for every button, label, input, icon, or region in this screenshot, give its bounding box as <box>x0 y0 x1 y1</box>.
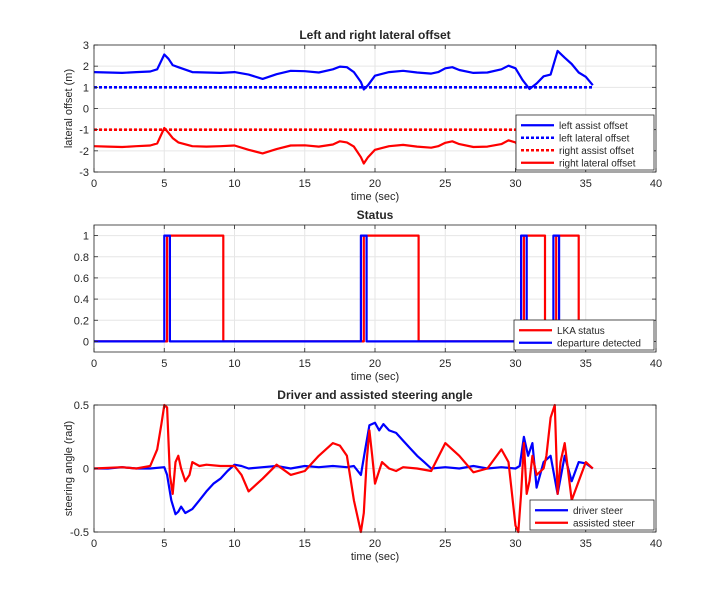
series-group <box>94 403 594 534</box>
x-tick-label: 20 <box>369 358 381 370</box>
x-tick-label: 5 <box>161 538 167 550</box>
x-tick-label: 15 <box>299 178 311 190</box>
x-tick-label: 10 <box>228 178 240 190</box>
y-tick-label: -1 <box>79 125 89 137</box>
legend-box <box>513 319 655 351</box>
series-line-1 <box>94 421 594 516</box>
x-tick-label: 35 <box>580 178 592 190</box>
legend-label: LKA status <box>557 326 605 337</box>
series-line-2 <box>94 234 593 343</box>
y-axis-label: lateral offset (m) <box>63 69 75 148</box>
x-tick-label: 30 <box>509 358 521 370</box>
x-tick-label: 25 <box>439 538 451 550</box>
x-tick-label: 10 <box>228 538 240 550</box>
x-tick-label: 25 <box>439 358 451 370</box>
chart-title: Status <box>357 208 394 222</box>
x-tick-label: 0 <box>91 538 97 550</box>
legend-box <box>529 499 655 531</box>
series-group <box>94 49 594 165</box>
x-tick-label: 0 <box>91 178 97 190</box>
y-tick-label: 0 <box>83 464 89 476</box>
x-tick-label: 5 <box>161 178 167 190</box>
series-group <box>94 234 593 343</box>
y-axis-label: steering angle (rad) <box>63 421 75 516</box>
y-tick-label: 0.4 <box>74 294 89 306</box>
x-tick-label: 5 <box>161 358 167 370</box>
x-axis-label: time (sec) <box>351 551 399 563</box>
y-tick-label: 1 <box>83 231 89 243</box>
legend-label: right assist offset <box>559 146 634 157</box>
legend-label: departure detected <box>557 338 641 349</box>
x-tick-label: 35 <box>580 538 592 550</box>
y-tick-label: 0.2 <box>74 315 89 327</box>
x-tick-label: 10 <box>228 358 240 370</box>
x-tick-label: 35 <box>580 358 592 370</box>
y-tick-label: -2 <box>79 146 89 158</box>
x-tick-label: 30 <box>509 538 521 550</box>
legend-label: assisted steer <box>573 518 635 529</box>
x-tick-label: 20 <box>369 178 381 190</box>
x-tick-label: 40 <box>650 178 662 190</box>
x-tick-label: 40 <box>650 358 662 370</box>
x-tick-label: 30 <box>509 178 521 190</box>
series-line-2 <box>94 403 594 534</box>
x-tick-label: 15 <box>299 538 311 550</box>
x-tick-label: 0 <box>91 358 97 370</box>
y-tick-label: 0.8 <box>74 252 89 264</box>
x-axis-label: time (sec) <box>351 371 399 383</box>
y-tick-label: -3 <box>79 167 89 179</box>
subplot-1: 0 5 10 15 20 25 30 35 40 -3 -2 -1 0 1 2 3 Left and right… <box>63 28 662 203</box>
x-axis-label: time (sec) <box>351 191 399 203</box>
legend-label: driver steer <box>573 506 624 517</box>
y-tick-label: 0 <box>83 104 89 116</box>
y-tick-label: 1 <box>83 82 89 94</box>
chart-title: Left and right lateral offset <box>299 28 450 42</box>
y-tick-label: 3 <box>83 40 89 52</box>
y-tick-label: 0.5 <box>74 400 89 412</box>
x-tick-label: 15 <box>299 358 311 370</box>
subplot-2: 0 5 10 15 20 25 30 35 40 0 0.2 0.4 0.6 0.8 1 Status time… <box>74 208 662 383</box>
legend-label: right lateral offset <box>559 158 636 169</box>
y-tick-label: 0 <box>83 336 89 348</box>
y-tick-label: 2 <box>83 61 89 73</box>
series-line-4 <box>94 126 559 165</box>
x-tick-label: 20 <box>369 538 381 550</box>
legend-label: left lateral offset <box>559 133 630 144</box>
x-tick-label: 25 <box>439 178 451 190</box>
legend-label: left assist offset <box>559 121 628 132</box>
x-tick-label: 40 <box>650 538 662 550</box>
y-tick-label: -0.5 <box>70 527 89 539</box>
y-tick-label: 0.6 <box>74 273 89 285</box>
chart-title: Driver and assisted steering angle <box>277 388 473 402</box>
